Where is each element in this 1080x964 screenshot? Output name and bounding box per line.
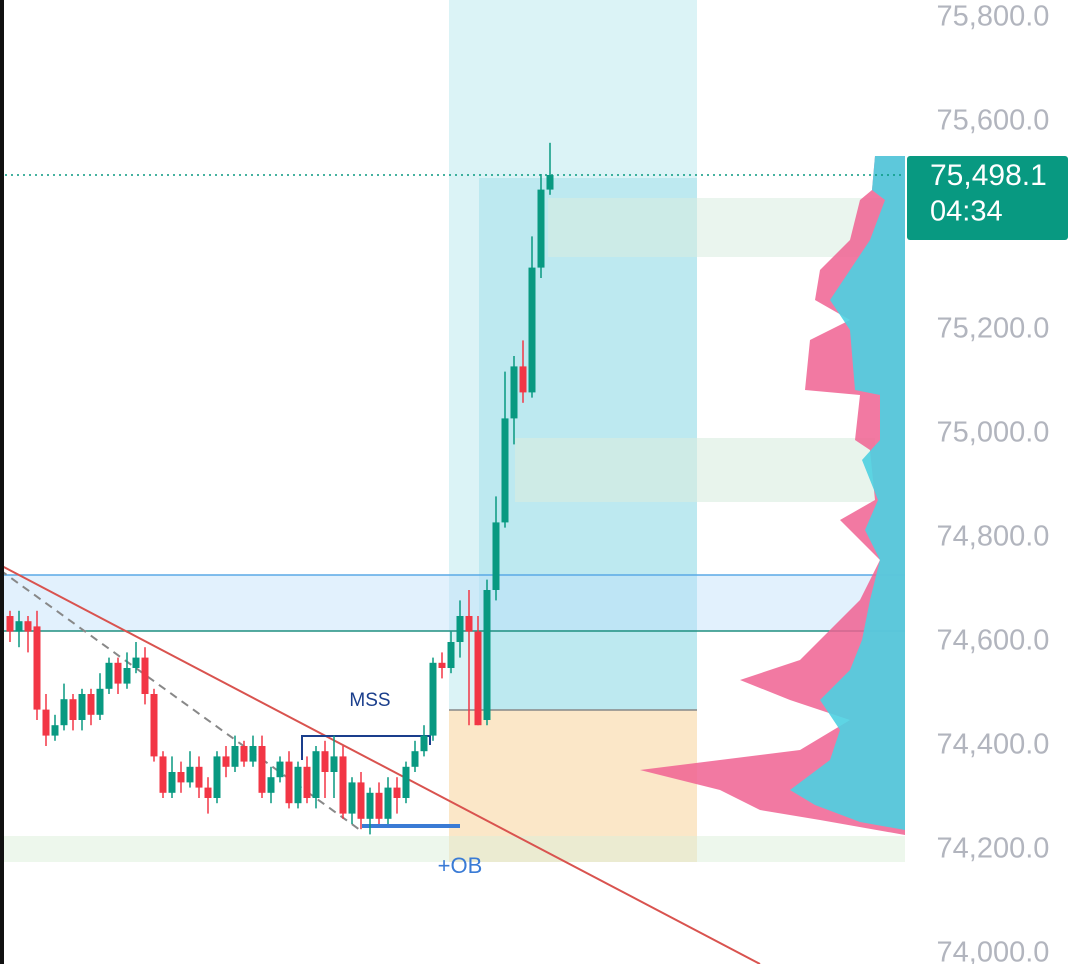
candle-body [150,694,158,757]
candle-body [546,174,554,190]
candle-body [186,766,194,783]
candle-body [195,766,203,788]
candle-body [240,746,248,762]
candle-body [213,756,221,798]
y-tick-label: 75,800.0 [937,1,1050,33]
zones [0,0,905,862]
candle-body [537,189,545,268]
candle-body [519,366,527,393]
candle-body [69,699,77,720]
price-badge [907,156,1068,240]
last-price: 75,498.1 [930,159,1047,192]
candle-body [465,616,473,632]
price-axis: 74,000.0 74,200.0 74,400.0 74,600.0 74,800.0… [937,1,1050,964]
candle-body [294,766,302,804]
candle-body [51,725,59,736]
candle-body [267,777,275,793]
candle-body [24,621,32,632]
candle-body [303,766,311,798]
candle-body [321,751,329,772]
candle-body [447,642,455,668]
candle-body [87,694,95,715]
candle-body [6,616,14,632]
trend-line [0,564,761,964]
candle-body [231,746,239,767]
candle-body [402,766,410,798]
candle-body [474,631,482,726]
volume-profile [640,156,905,835]
candle-body [132,657,140,668]
candle-body [492,522,500,590]
candle-body [168,772,176,793]
y-tick-label: 74,000.0 [937,937,1050,964]
candle-body [177,772,185,783]
candle-body [123,668,131,684]
candle-body [312,751,320,798]
y-tick-label: 75,000.0 [937,417,1050,449]
candle-body [366,792,374,819]
candle-body [393,787,401,798]
candle-body [159,756,167,793]
y-tick-label: 74,400.0 [937,729,1050,761]
candle-body [357,782,365,819]
y-tick-label: 74,600.0 [937,625,1050,657]
order-block [0,575,905,631]
candle-body [105,662,113,689]
candle-body [276,761,284,778]
candle-body [429,662,437,736]
candle-body [78,694,86,720]
y-tick-label: 75,600.0 [937,105,1050,137]
left-border [0,0,4,964]
fvg-zone [0,836,905,862]
y-tick-label: 74,800.0 [937,521,1050,553]
volume-sell [640,156,905,835]
candle-body [258,746,266,793]
candle-body [141,657,149,694]
candle-body [330,756,338,772]
candle-body [528,267,536,393]
y-tick-label: 75,200.0 [937,313,1050,345]
candle-body [384,787,392,819]
candle-body [42,709,50,736]
candle-body [204,787,212,798]
fvg-zone [515,438,875,502]
candle-body [348,782,356,814]
candle-body [375,792,383,819]
candle-body [339,756,347,814]
candle-body [501,418,509,523]
candle-body [411,751,419,767]
candle-body [114,662,122,684]
candle-body [33,626,41,710]
candle-body [420,735,428,752]
candle-body [96,688,104,715]
candle-body [456,616,464,642]
volume-buy [790,156,905,830]
candle-body [222,756,230,767]
countdown: 04:34 [930,196,1003,228]
candles [6,142,554,835]
candle-body [510,366,518,419]
candle-body [60,699,68,726]
candle-body [285,761,293,804]
candle-body [438,662,446,668]
mss-line [301,735,431,760]
ob-label: +OB [438,853,483,878]
candle-body [249,746,257,762]
mss-label: MSS [349,690,390,711]
candle-body [483,590,491,720]
y-tick-label: 74,200.0 [937,833,1050,865]
candle-body [15,621,23,632]
